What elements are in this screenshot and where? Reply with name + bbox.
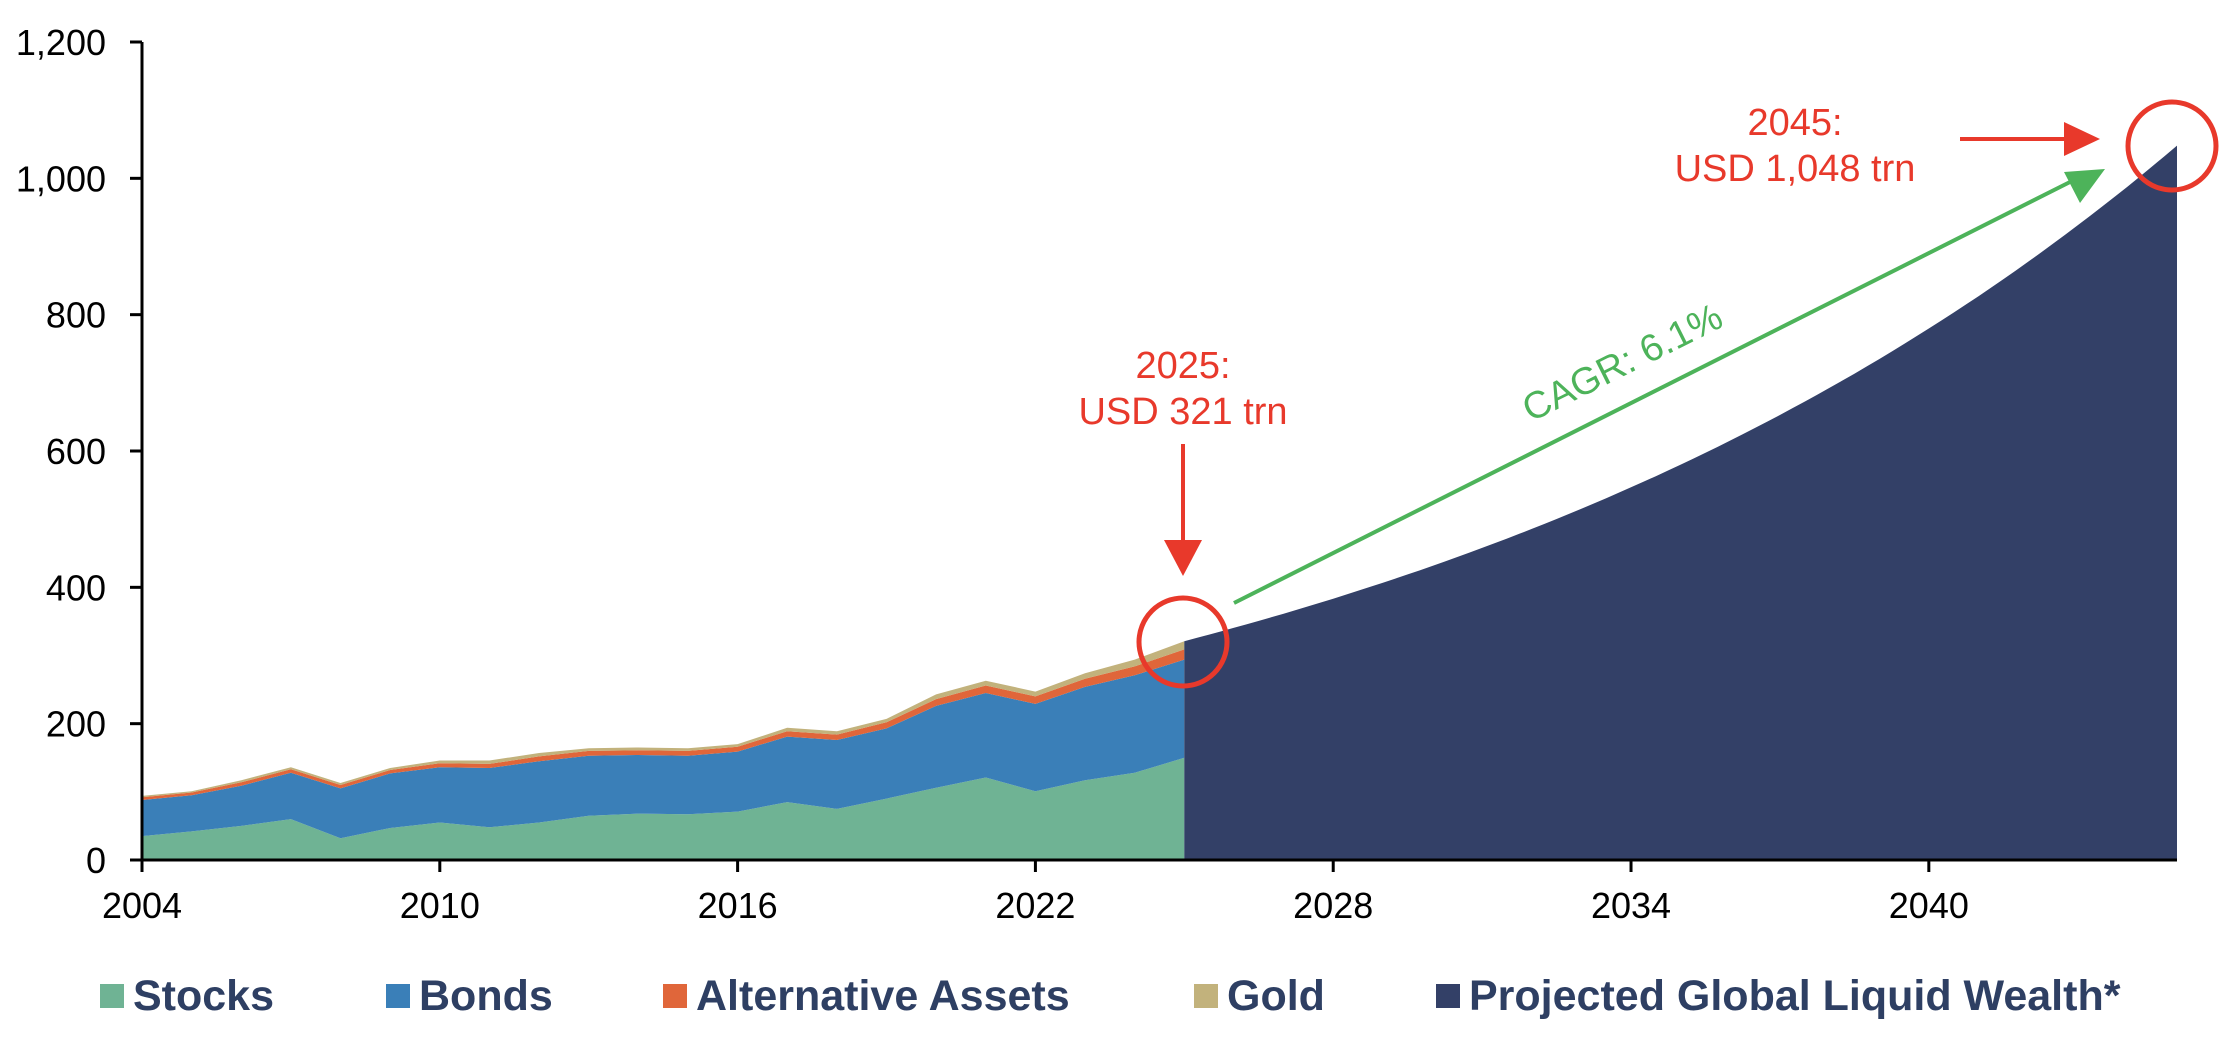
x-axis-ticks: 2004 2010 2016 2022 2028 2034 2040 — [102, 860, 1969, 926]
y-tick-label: 200 — [46, 704, 106, 745]
legend-swatch-alternative-assets — [663, 984, 687, 1008]
x-tick-label: 2010 — [400, 885, 480, 926]
area-bonds — [142, 659, 1185, 839]
legend-swatch-stocks — [100, 984, 124, 1008]
x-tick-label: 2034 — [1591, 885, 1671, 926]
x-tick-label: 2016 — [698, 885, 778, 926]
legend-label-alternative-assets: Alternative Assets — [696, 972, 1070, 1020]
cagr-label: CAGR: 6.1% — [1516, 296, 1729, 431]
area-stocks — [142, 757, 1185, 860]
annotation-2025-label-line1: 2025: — [1135, 345, 1230, 387]
legend: Stocks Bonds Alternative Assets Gold Project… — [100, 972, 2121, 1020]
projection-area — [1184, 145, 2177, 861]
x-tick-label: 2040 — [1889, 885, 1969, 926]
annotation-2045-label-line2: USD 1,048 trn — [1675, 148, 1916, 190]
cagr-arrow — [1233, 180, 2071, 605]
x-tick-label: 2028 — [1293, 885, 1373, 926]
legend-label-projected-global-liquid-wealth: Projected Global Liquid Wealth* — [1469, 972, 2121, 1020]
y-tick-label: 400 — [46, 567, 106, 608]
stacked-areas — [142, 641, 1185, 860]
y-tick-label: 1,200 — [16, 22, 106, 63]
y-axis-ticks: 0 200 400 600 800 1,000 1,200 — [16, 22, 142, 881]
legend-swatch-projected-global-liquid-wealth — [1436, 984, 1460, 1008]
y-tick-label: 1,000 — [16, 158, 106, 199]
x-tick-label: 2004 — [102, 885, 182, 926]
x-tick-label: 2022 — [995, 885, 1075, 926]
annotation-2045-circle — [2125, 99, 2219, 193]
annotation-2025-circle — [1136, 595, 1230, 689]
legend-label-gold: Gold — [1227, 972, 1325, 1020]
legend-swatch-gold — [1194, 984, 1218, 1008]
y-tick-label: 600 — [46, 431, 106, 472]
legend-swatch-bonds — [386, 984, 410, 1008]
annotation-2045-label-line1: 2045: — [1747, 102, 1842, 144]
y-tick-label: 0 — [86, 840, 106, 881]
annotation-2025-label-line2: USD 321 trn — [1078, 391, 1287, 433]
annotation-2045-arrowhead — [2064, 122, 2100, 156]
cagr-arrowhead — [2064, 169, 2105, 203]
legend-label-stocks: Stocks — [133, 972, 274, 1020]
annotation-2025-arrowhead — [1164, 540, 1202, 576]
y-tick-label: 800 — [46, 295, 106, 336]
legend-label-bonds: Bonds — [419, 972, 553, 1020]
